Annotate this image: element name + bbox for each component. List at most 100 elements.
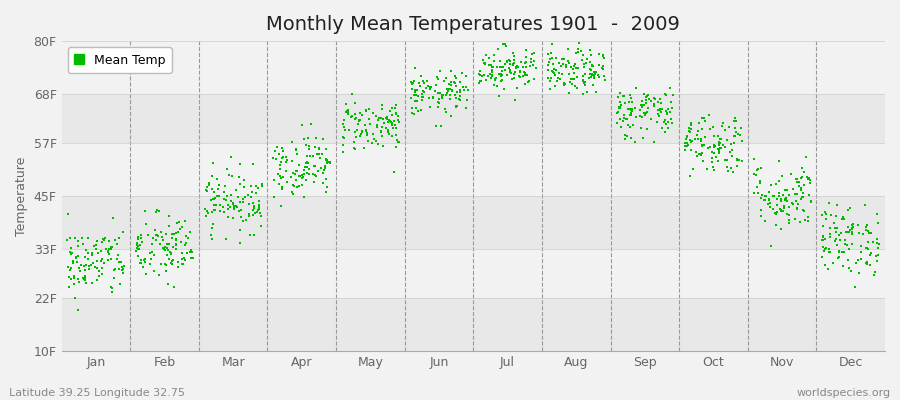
Point — [683, 137, 698, 144]
Point — [251, 207, 266, 214]
Point — [247, 207, 261, 214]
Point — [815, 244, 830, 250]
Point — [412, 83, 427, 89]
Point — [201, 209, 215, 216]
Point — [408, 88, 422, 95]
Point — [731, 131, 745, 138]
Point — [175, 239, 189, 245]
Point — [597, 55, 611, 62]
Point — [845, 222, 859, 228]
Point — [365, 110, 380, 116]
Point — [245, 188, 259, 195]
Point — [869, 253, 884, 260]
Point — [107, 275, 122, 281]
Point — [707, 144, 722, 150]
Point — [691, 151, 706, 157]
Point — [363, 121, 377, 127]
Point — [650, 119, 664, 126]
Point — [861, 238, 876, 245]
Point — [391, 137, 405, 144]
Point — [624, 95, 638, 101]
Point — [567, 75, 581, 82]
Point — [585, 62, 599, 69]
Point — [320, 184, 335, 190]
Point — [92, 273, 106, 280]
Point — [246, 160, 260, 167]
Point — [446, 79, 461, 86]
Point — [274, 175, 289, 182]
Point — [551, 75, 565, 82]
Point — [752, 166, 766, 172]
Point — [417, 80, 431, 86]
Point — [498, 61, 512, 68]
Point — [450, 89, 464, 95]
Point — [472, 70, 486, 77]
Point — [548, 71, 562, 78]
Point — [229, 203, 243, 210]
Point — [657, 116, 671, 123]
Point — [844, 229, 859, 236]
Point — [102, 250, 116, 257]
Point — [173, 226, 187, 232]
Point — [485, 68, 500, 75]
Point — [846, 221, 860, 227]
Point — [371, 141, 385, 148]
Point — [151, 208, 166, 214]
Point — [384, 119, 399, 125]
Point — [610, 110, 625, 116]
Point — [598, 77, 612, 83]
Point — [387, 118, 401, 124]
Point — [64, 251, 78, 257]
Point — [101, 248, 115, 255]
Point — [414, 94, 428, 100]
Point — [680, 143, 695, 150]
Point — [171, 258, 185, 265]
Point — [436, 78, 451, 84]
Point — [460, 96, 474, 103]
Point — [711, 158, 725, 164]
Point — [339, 108, 354, 114]
Point — [357, 122, 372, 128]
Point — [320, 157, 334, 164]
Point — [568, 65, 582, 71]
Point — [733, 132, 747, 138]
Point — [62, 248, 77, 255]
Point — [165, 231, 179, 237]
Point — [411, 108, 426, 115]
Point — [658, 90, 672, 97]
Point — [169, 220, 184, 226]
Point — [794, 195, 808, 202]
Point — [289, 146, 303, 152]
Point — [94, 271, 109, 278]
Point — [354, 131, 368, 137]
Point — [870, 240, 885, 246]
Point — [830, 242, 844, 248]
Point — [169, 241, 184, 247]
Point — [635, 102, 650, 108]
Point — [296, 194, 310, 200]
Point — [508, 64, 523, 70]
Point — [543, 78, 557, 84]
Point — [506, 61, 520, 68]
Point — [384, 122, 399, 128]
Point — [576, 78, 590, 85]
Point — [319, 156, 333, 162]
Point — [131, 234, 146, 240]
Point — [160, 281, 175, 287]
Point — [583, 52, 598, 58]
Point — [852, 270, 867, 277]
Point — [576, 52, 590, 58]
Point — [102, 238, 116, 244]
Point — [692, 120, 706, 126]
Point — [861, 230, 876, 236]
Point — [716, 141, 730, 148]
Point — [544, 68, 559, 74]
Point — [494, 72, 508, 79]
Point — [647, 102, 662, 109]
Point — [301, 160, 315, 166]
Point — [639, 94, 653, 100]
Point — [688, 136, 703, 142]
Point — [507, 57, 521, 63]
Point — [74, 262, 88, 268]
Point — [797, 207, 812, 214]
